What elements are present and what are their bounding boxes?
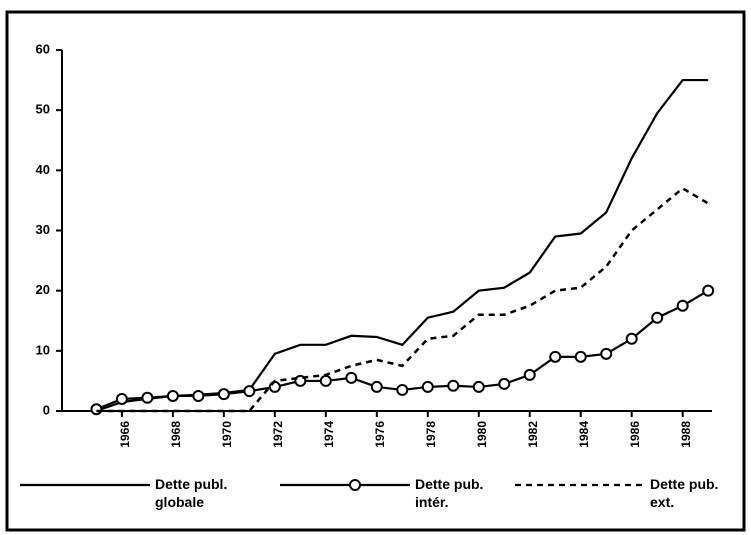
- series-marker: [115, 392, 128, 405]
- y-tick-label: 30: [36, 222, 50, 237]
- series-marker: [702, 284, 715, 297]
- y-tick-label: 0: [43, 402, 50, 417]
- series-marker: [421, 380, 434, 393]
- x-tick-label: 1972: [271, 421, 285, 448]
- y-tick-label: 60: [36, 41, 50, 56]
- x-tick-label: 1974: [322, 421, 336, 448]
- legend-label: Dette pub. ext.: [650, 476, 719, 510]
- series-marker: [574, 350, 587, 363]
- series-marker: [651, 311, 664, 324]
- series-marker: [676, 299, 689, 312]
- x-tick-label: 1982: [526, 421, 540, 448]
- series-marker: [166, 389, 179, 402]
- frame: [5, 10, 746, 532]
- x-tick-label: 1980: [475, 421, 489, 448]
- legend-marker: [349, 479, 361, 491]
- series-marker: [141, 391, 154, 404]
- y-tick-label: 20: [36, 282, 50, 297]
- series-marker: [549, 350, 562, 363]
- x-tick-label: 1970: [220, 421, 234, 448]
- series-marker: [498, 377, 511, 390]
- series-marker: [217, 388, 230, 401]
- series-marker: [243, 385, 256, 398]
- x-tick-label: 1984: [577, 421, 591, 448]
- series-marker: [192, 389, 205, 402]
- x-tick-label: 1988: [679, 421, 693, 448]
- series-marker: [319, 374, 332, 387]
- x-tick-label: 1986: [628, 421, 642, 448]
- series-marker: [370, 380, 383, 393]
- series-marker: [625, 332, 638, 345]
- y-tick-label: 50: [36, 102, 50, 117]
- series-marker: [600, 347, 613, 360]
- x-tick-label: 1976: [373, 421, 387, 448]
- legend-label: Dette publ. globale: [155, 476, 228, 510]
- series-marker: [90, 403, 103, 416]
- legend-label: Dette pub. intér.: [415, 476, 484, 510]
- series-marker: [345, 371, 358, 384]
- x-tick-label: 1968: [169, 421, 183, 448]
- series-line: [96, 78, 709, 413]
- series-marker: [523, 368, 536, 381]
- series-marker: [472, 380, 485, 393]
- x-tick-label: 1966: [118, 421, 132, 448]
- y-tick-label: 10: [36, 342, 50, 357]
- series-marker: [396, 383, 409, 396]
- series-marker: [447, 379, 460, 392]
- y-tick-label: 40: [36, 162, 50, 177]
- series-line: [96, 186, 709, 413]
- x-tick-label: 1978: [424, 421, 438, 448]
